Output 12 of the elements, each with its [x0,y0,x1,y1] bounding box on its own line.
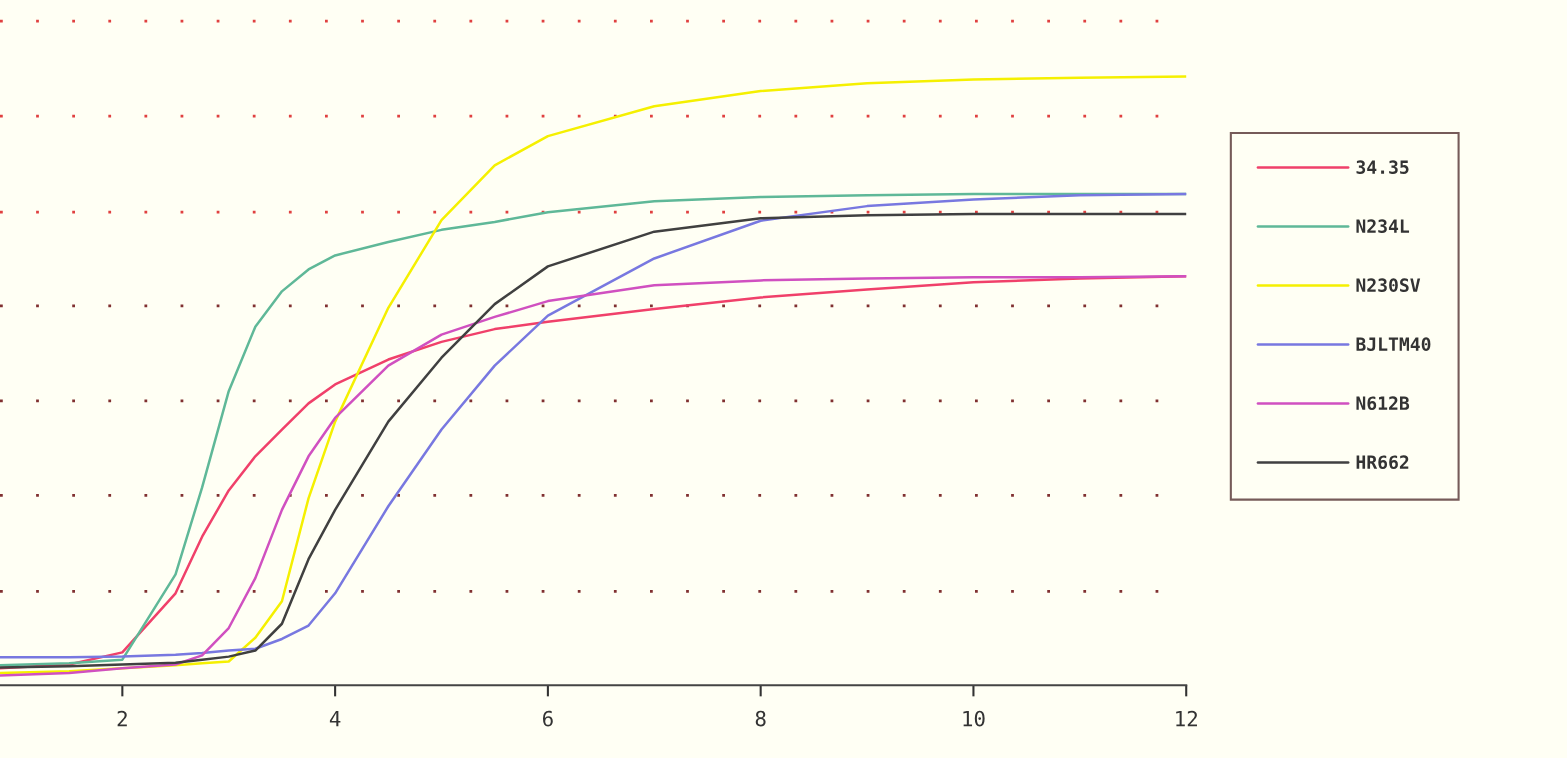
x-tick-label: 4 [329,710,341,727]
legend-label: BJLTM40 [1356,337,1431,352]
legend-label: HR662 [1356,455,1409,470]
x-tick-label: 6 [542,710,553,727]
legend-label: 34.35 [1356,160,1409,175]
legend-label: N230SV [1356,278,1421,293]
x-tick-label: 2 [117,710,127,727]
x-tick-label: 10 [963,710,985,727]
legend-label: N612B [1356,396,1410,411]
legend-label: N234L [1356,219,1410,234]
x-tick-label: 8 [755,710,766,727]
x-tick-label: 12 [1176,710,1197,727]
